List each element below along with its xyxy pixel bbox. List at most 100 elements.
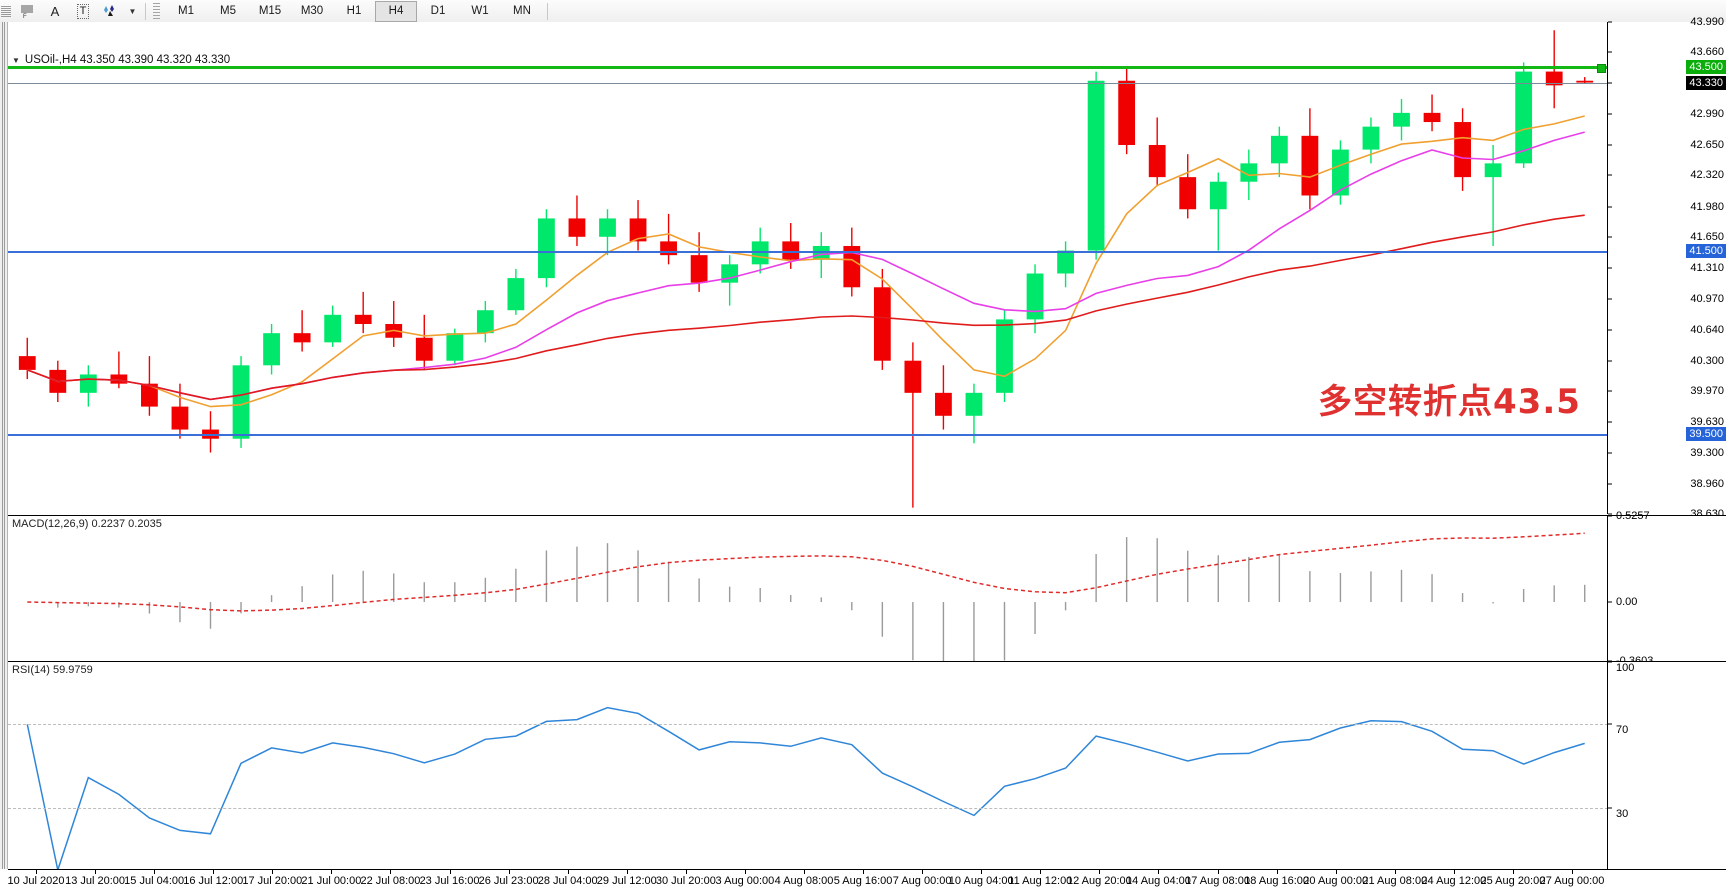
candle-body <box>1545 71 1563 86</box>
time-axis-label: 28 Jul 04:00 <box>537 875 598 887</box>
price-axis-label: 40.970 <box>1690 293 1724 306</box>
time-axis-label: 4 Aug 08:00 <box>774 875 834 887</box>
candle-body <box>751 241 769 265</box>
rsi-tick <box>1608 723 1612 725</box>
level-drag-handle[interactable] <box>1597 63 1606 73</box>
candle-body <box>110 374 128 384</box>
symbol-caret-icon[interactable]: ▼ <box>12 55 20 65</box>
timeframe-m5[interactable]: M5 <box>220 5 236 17</box>
objects-dropdown-caret-icon[interactable]: ▼ <box>126 0 140 22</box>
candle-body <box>1270 135 1288 164</box>
price-axis-label: 41.310 <box>1690 262 1724 274</box>
price-tick <box>1608 144 1612 146</box>
toolbar-drag-handle[interactable] <box>1 2 11 20</box>
price-level-chip[interactable]: 43.500 <box>1686 59 1726 74</box>
candle-body <box>812 245 830 260</box>
macd-axis-label: 0.5257 <box>1616 510 1650 522</box>
timeframe-h4[interactable]: H4 <box>375 0 417 22</box>
time-axis-label: 10 Jul 2020 <box>7 875 65 887</box>
time-tick <box>626 870 628 874</box>
time-tick <box>685 870 687 874</box>
timeframe-m30[interactable]: M30 <box>300 5 324 17</box>
candle-body <box>507 278 525 311</box>
macd-axis-label: 0.00 <box>1616 596 1638 609</box>
time-tick <box>1572 870 1573 874</box>
macd-pane[interactable]: MACD(12,26,9) 0.2237 0.2035 0.52570.00-0… <box>8 510 1726 667</box>
time-axis-label: 16 Jul 12:00 <box>183 875 244 887</box>
objects-icon[interactable] <box>98 0 124 22</box>
candle-body <box>690 255 708 283</box>
rsi-axis-label: 100 <box>1616 662 1635 674</box>
candle-body <box>1057 250 1074 274</box>
timeframe-h1[interactable]: H1 <box>346 5 362 17</box>
price-axis[interactable]: 43.990 43.660 43.330 42.990 42.650 42.320 41.9… <box>1607 16 1726 520</box>
timeframe-drag-handle[interactable] <box>153 2 160 20</box>
timeframe-m15[interactable]: M15 <box>258 5 282 17</box>
candle-body <box>1454 122 1471 178</box>
price-level-line[interactable] <box>8 82 1608 84</box>
time-axis-label: 7 Aug 00:00 <box>892 875 952 887</box>
price-tick <box>1608 236 1612 238</box>
rsi-line <box>26 706 1585 870</box>
time-tick <box>390 870 392 874</box>
crosshair-icon[interactable]: F <box>14 0 40 22</box>
price-axis-label: 43.660 <box>1690 46 1724 59</box>
price-tick <box>1608 452 1612 453</box>
time-axis-label: 10 Aug 04:00 <box>948 875 1014 887</box>
candle-body <box>873 287 891 361</box>
candle-body <box>660 241 677 256</box>
time-axis-label: 21 Aug 08:00 <box>1362 875 1428 887</box>
macd-svg <box>27 532 1586 661</box>
rsi-plot[interactable] <box>8 662 1608 870</box>
time-tick <box>1335 870 1337 874</box>
price-tick <box>1608 298 1612 300</box>
svg-text:F: F <box>23 14 27 19</box>
time-tick <box>213 870 215 874</box>
price-tick <box>1608 206 1612 207</box>
timeframe-m1[interactable]: M1 <box>178 5 194 17</box>
price-level-line[interactable] <box>8 65 1608 69</box>
price-level-chip[interactable]: 39.500 <box>1686 427 1726 442</box>
time-axis-label: 25 Aug 20:00 <box>1480 875 1546 887</box>
panes-container: 43.990 43.660 43.330 42.990 42.650 42.320 41.9… <box>8 16 1726 892</box>
time-tick <box>449 870 451 874</box>
text-box-icon[interactable]: T <box>70 0 96 22</box>
text-label-icon[interactable]: A <box>50 3 60 19</box>
timeframe-mn[interactable]: MN <box>513 5 531 17</box>
chart-area[interactable]: ▼ USOil-,H4 43.350 43.390 43.320 43.330 … <box>0 16 1726 893</box>
candle-body <box>1515 71 1533 164</box>
price-level-chip[interactable]: 43.330 <box>1686 75 1726 90</box>
candle-body <box>1240 163 1258 182</box>
price-axis-label: 41.980 <box>1690 200 1724 213</box>
chart-annotation-text: 多空转折点43.5 <box>1318 382 1581 422</box>
price-tick <box>1608 174 1612 176</box>
price-plot[interactable] <box>8 22 1608 514</box>
price-axis-label: 42.320 <box>1690 169 1724 182</box>
rsi-label: RSI(14) 59.9759 <box>12 664 93 676</box>
time-axis[interactable]: 10 Jul 2020 13 Jul 20:00 15 Jul 04:00 16 Ju… <box>8 869 1726 893</box>
candle-body <box>18 356 36 370</box>
vertical-scrollbar[interactable] <box>0 22 8 869</box>
rsi-level-line <box>8 807 1608 809</box>
time-axis-label: 20 Aug 00:00 <box>1303 875 1369 887</box>
time-tick <box>1512 870 1514 874</box>
timeframe-w1[interactable]: W1 <box>471 5 489 17</box>
price-level-chip[interactable]: 41.500 <box>1686 243 1726 258</box>
price-pane[interactable]: 43.990 43.660 43.330 42.990 42.650 42.320 41.9… <box>8 16 1726 520</box>
candle-body <box>1209 181 1227 210</box>
time-tick <box>154 870 156 874</box>
macd-plot[interactable] <box>8 516 1608 661</box>
candle-body <box>293 333 311 343</box>
moving-average-line <box>27 115 1585 408</box>
timeframe-d1[interactable]: D1 <box>430 5 446 17</box>
candle-body <box>171 406 189 430</box>
time-axis-label: 17 Aug 08:00 <box>1185 875 1250 887</box>
rsi-axis[interactable]: 100 70 30 <box>1607 661 1726 870</box>
price-level-line[interactable] <box>8 250 1608 253</box>
time-axis-label: 21 Jul 00:00 <box>301 875 362 887</box>
rsi-pane[interactable]: RSI(14) 59.9759 100 70 30 <box>8 661 1726 870</box>
candle-body <box>1484 163 1502 178</box>
price-level-line[interactable] <box>8 434 1608 437</box>
candle-body <box>629 218 647 242</box>
